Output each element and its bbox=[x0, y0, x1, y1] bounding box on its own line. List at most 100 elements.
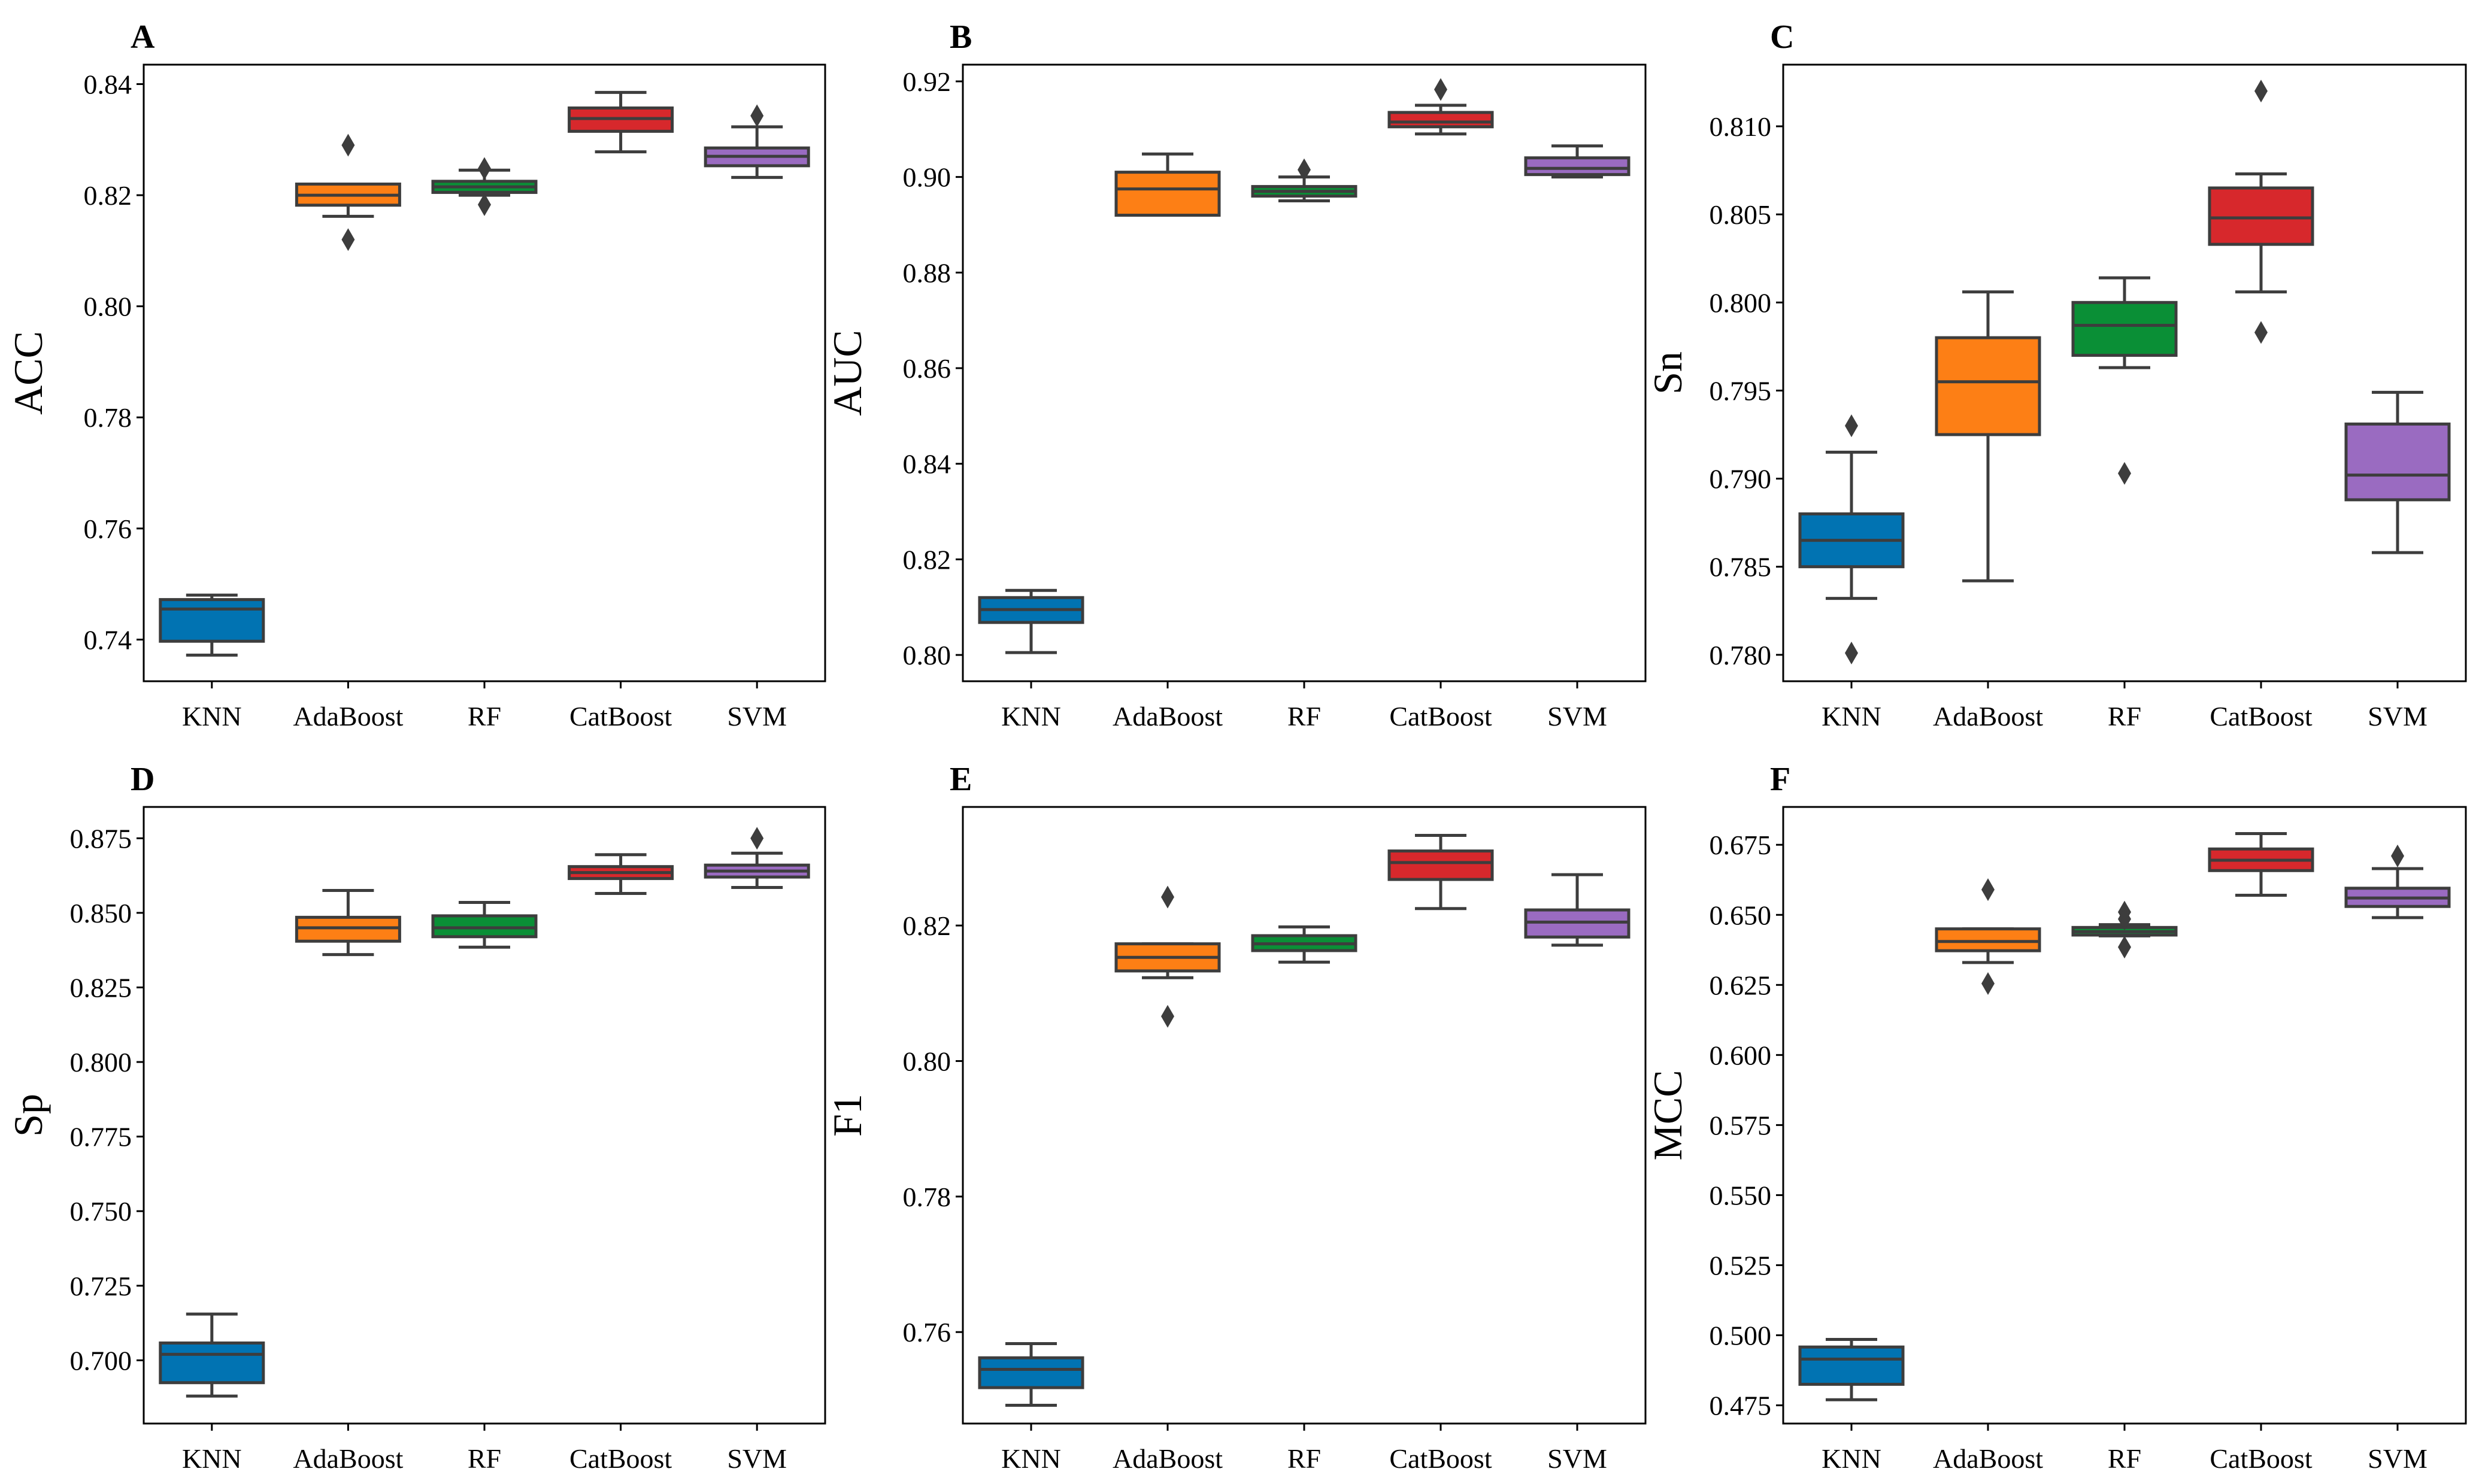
outlier-point bbox=[1434, 78, 1447, 101]
box-CatBoost bbox=[2208, 80, 2314, 344]
box-KNN bbox=[1798, 1338, 1905, 1401]
x-tick-label: SVM bbox=[2368, 701, 2427, 732]
x-tick-label: AdaBoost bbox=[1933, 701, 2043, 732]
box-SVM bbox=[2344, 390, 2451, 554]
x-tick-label: KNN bbox=[1001, 1443, 1061, 1474]
y-tick-label: 0.84 bbox=[84, 69, 132, 99]
box-body bbox=[1114, 171, 1221, 217]
outlier-point bbox=[478, 193, 491, 216]
y-tick-label: 0.500 bbox=[1710, 1321, 1772, 1351]
box-AdaBoost bbox=[1935, 290, 2041, 582]
plot-frame bbox=[962, 63, 1647, 682]
box-body bbox=[1935, 336, 2041, 436]
box-CatBoost bbox=[1387, 78, 1494, 136]
x-tick-label: RF bbox=[468, 701, 501, 732]
y-tick-label: 0.780 bbox=[1710, 640, 1772, 670]
x-tick-label: KNN bbox=[182, 1443, 242, 1474]
y-tick-label: 0.790 bbox=[1710, 464, 1772, 494]
x-tick-label: KNN bbox=[1822, 1443, 1881, 1474]
y-tick-label: 0.475 bbox=[1710, 1391, 1772, 1421]
panel-C: C Sn 0.780 0.785 0.790 0.795 0.800 0.805 0.810 KN… bbox=[1645, 19, 2467, 732]
x-tick-label: AdaBoost bbox=[1113, 701, 1223, 732]
y-tick-label: 0.625 bbox=[1710, 970, 1772, 1000]
outlier-point bbox=[2118, 908, 2131, 931]
panel-label: E bbox=[950, 761, 972, 798]
outlier-point bbox=[1161, 885, 1174, 909]
box-RF bbox=[2071, 900, 2178, 959]
box-AdaBoost bbox=[1114, 152, 1221, 217]
box-KNN bbox=[159, 1312, 265, 1398]
box-body bbox=[2071, 301, 2178, 357]
panel-E: E F1 0.76 0.78 0.80 0.82 KNN AdaBoost RF CatBoost… bbox=[825, 761, 1647, 1474]
y-tick-label: 0.76 bbox=[84, 514, 132, 544]
x-tick-label: CatBoost bbox=[1389, 701, 1492, 732]
box-RF bbox=[1251, 158, 1357, 203]
outlier-point bbox=[341, 133, 355, 157]
y-tick-label: 0.86 bbox=[903, 353, 951, 384]
panel-label: C bbox=[1770, 19, 1794, 56]
x-tick-label: RF bbox=[468, 1443, 501, 1474]
box-RF bbox=[2071, 276, 2178, 485]
y-tick-label: 0.750 bbox=[70, 1196, 132, 1227]
plot-frame bbox=[962, 806, 1647, 1425]
box-body bbox=[978, 1356, 1084, 1389]
panel-label: F bbox=[1770, 761, 1790, 798]
x-tick-label: CatBoost bbox=[2210, 1443, 2312, 1474]
x-tick-label: RF bbox=[1287, 1443, 1321, 1474]
box-body bbox=[1798, 1345, 1905, 1386]
box-KNN bbox=[1798, 414, 1905, 664]
x-tick-label: CatBoost bbox=[1389, 1443, 1492, 1474]
y-axis-label: ACC bbox=[5, 331, 51, 415]
panel-D: D Sp 0.700 0.725 0.750 0.775 0.800 0.825 0.850 0.… bbox=[5, 761, 826, 1474]
panel-label: A bbox=[131, 19, 155, 56]
x-tick-label: AdaBoost bbox=[1113, 1443, 1223, 1474]
y-tick-label: 0.92 bbox=[903, 66, 951, 97]
y-axis-label: AUC bbox=[825, 330, 870, 416]
y-tick-label: 0.850 bbox=[70, 898, 132, 928]
y-tick-label: 0.825 bbox=[70, 972, 132, 1003]
outlier-point bbox=[750, 104, 764, 128]
y-tick-label: 0.90 bbox=[903, 162, 951, 193]
box-body bbox=[1387, 111, 1494, 129]
x-tick-label: KNN bbox=[1001, 701, 1061, 732]
panel-F: F MCC 0.475 0.500 0.525 0.550 0.575 0.600 0.625 0… bbox=[1645, 761, 2467, 1474]
box-CatBoost bbox=[568, 853, 674, 896]
box-KNN bbox=[978, 588, 1084, 654]
plot-frame bbox=[143, 806, 826, 1425]
y-tick-label: 0.78 bbox=[903, 1182, 951, 1212]
outlier-point bbox=[2391, 844, 2404, 867]
x-tick-label: RF bbox=[2108, 701, 2141, 732]
x-tick-label: RF bbox=[1287, 701, 1321, 732]
y-tick-label: 0.650 bbox=[1710, 900, 1772, 930]
box-body bbox=[159, 1341, 265, 1385]
panel-B: B AUC 0.80 0.82 0.84 0.86 0.88 0.90 0.92 KNN AdaBo… bbox=[825, 19, 1647, 732]
y-tick-label: 0.84 bbox=[903, 449, 951, 480]
box-AdaBoost bbox=[295, 133, 401, 251]
box-AdaBoost bbox=[1114, 885, 1221, 1028]
y-tick-label: 0.74 bbox=[84, 624, 132, 655]
y-tick-label: 0.575 bbox=[1710, 1110, 1772, 1140]
x-tick-label: RF bbox=[2108, 1443, 2141, 1474]
x-tick-label: SVM bbox=[727, 701, 787, 732]
box-AdaBoost bbox=[295, 889, 401, 957]
y-tick-label: 0.725 bbox=[70, 1271, 132, 1301]
outlier-point bbox=[1298, 158, 1311, 181]
box-RF bbox=[1251, 925, 1357, 964]
outlier-point bbox=[1981, 972, 1995, 995]
x-tick-label: SVM bbox=[1547, 1443, 1607, 1474]
outlier-point bbox=[2118, 462, 2131, 485]
box-SVM bbox=[1524, 873, 1631, 947]
y-tick-label: 0.82 bbox=[84, 180, 132, 211]
y-tick-label: 0.600 bbox=[1710, 1040, 1772, 1070]
box-RF bbox=[431, 900, 538, 949]
outlier-point bbox=[1845, 414, 1858, 438]
outlier-point bbox=[1845, 641, 1858, 664]
box-KNN bbox=[159, 593, 265, 657]
box-body bbox=[159, 598, 265, 643]
box-KNN bbox=[978, 1342, 1084, 1407]
outlier-point bbox=[478, 157, 491, 180]
y-tick-label: 0.800 bbox=[70, 1047, 132, 1078]
y-tick-label: 0.800 bbox=[1710, 287, 1772, 318]
y-tick-label: 0.810 bbox=[1710, 111, 1772, 142]
box-SVM bbox=[704, 827, 810, 890]
